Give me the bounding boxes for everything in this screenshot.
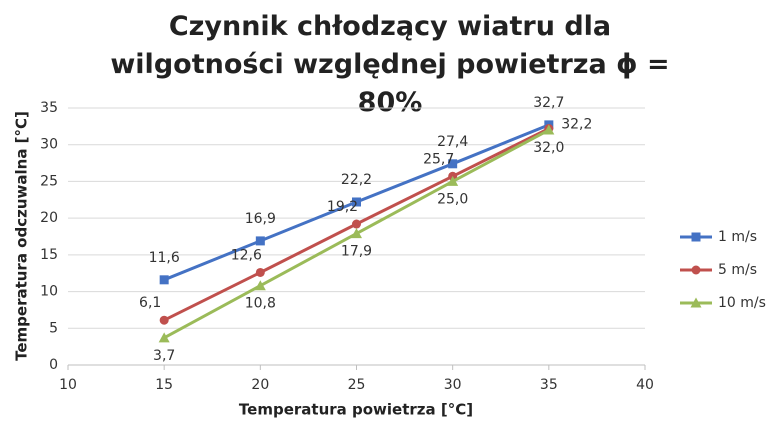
legend-marker: [691, 232, 701, 242]
data-label: 22,2: [341, 172, 372, 188]
legend-marker: [691, 265, 701, 275]
marker: [447, 175, 459, 186]
marker: [448, 159, 458, 169]
data-label: 3,7: [153, 348, 175, 364]
x-tick-label: 20: [251, 377, 269, 393]
data-label: 6,1: [139, 295, 161, 311]
y-tick-label: 25: [40, 173, 58, 189]
x-axis-title: Temperatura powietrza [°C]: [239, 401, 473, 419]
data-label: 25,0: [437, 191, 468, 207]
data-label: 32,7: [533, 95, 564, 111]
data-label: 17,9: [341, 244, 372, 260]
y-tick-label: 5: [49, 320, 58, 336]
marker: [255, 236, 265, 246]
y-tick-label: 10: [40, 284, 58, 300]
legend-label: 5 m/s: [718, 262, 757, 278]
marker: [351, 228, 362, 239]
y-tick-label: 35: [40, 100, 58, 116]
marker: [352, 197, 361, 207]
y-tick-label: 20: [40, 210, 58, 226]
x-tick-label: 10: [59, 377, 77, 393]
data-label: 25,7: [423, 151, 454, 167]
data-label: 11,6: [149, 250, 180, 266]
legend-label: 1 m/s: [718, 229, 757, 245]
data-label: 32,2: [561, 117, 592, 133]
y-axis-title: Temperatura odczuwalna [°C]: [13, 111, 31, 361]
marker: [159, 275, 169, 285]
legend-label: 10 m/s: [718, 295, 766, 311]
data-label: 16,9: [245, 211, 276, 227]
x-tick-label: 35: [540, 377, 558, 393]
data-label: 32,0: [533, 140, 564, 156]
y-tick-label: 0: [49, 357, 58, 373]
marker: [254, 280, 266, 291]
data-label: 27,4: [437, 134, 468, 150]
marker: [352, 219, 361, 229]
data-label: 10,8: [245, 296, 276, 312]
marker: [159, 315, 169, 325]
y-tick-label: 15: [40, 247, 58, 263]
x-tick-label: 15: [155, 377, 173, 393]
x-tick-label: 25: [348, 377, 366, 393]
marker: [158, 332, 170, 343]
x-tick-label: 40: [636, 377, 654, 393]
marker: [543, 124, 555, 135]
legend-marker: [690, 297, 702, 308]
data-label: 12,6: [231, 247, 262, 263]
marker: [255, 267, 265, 277]
x-tick-label: 30: [444, 377, 462, 393]
chart-title: Czynnik chłodzący wiatru dla wilgotności…: [110, 11, 670, 118]
data-label: 19,2: [327, 199, 358, 215]
y-tick-label: 30: [40, 137, 58, 153]
